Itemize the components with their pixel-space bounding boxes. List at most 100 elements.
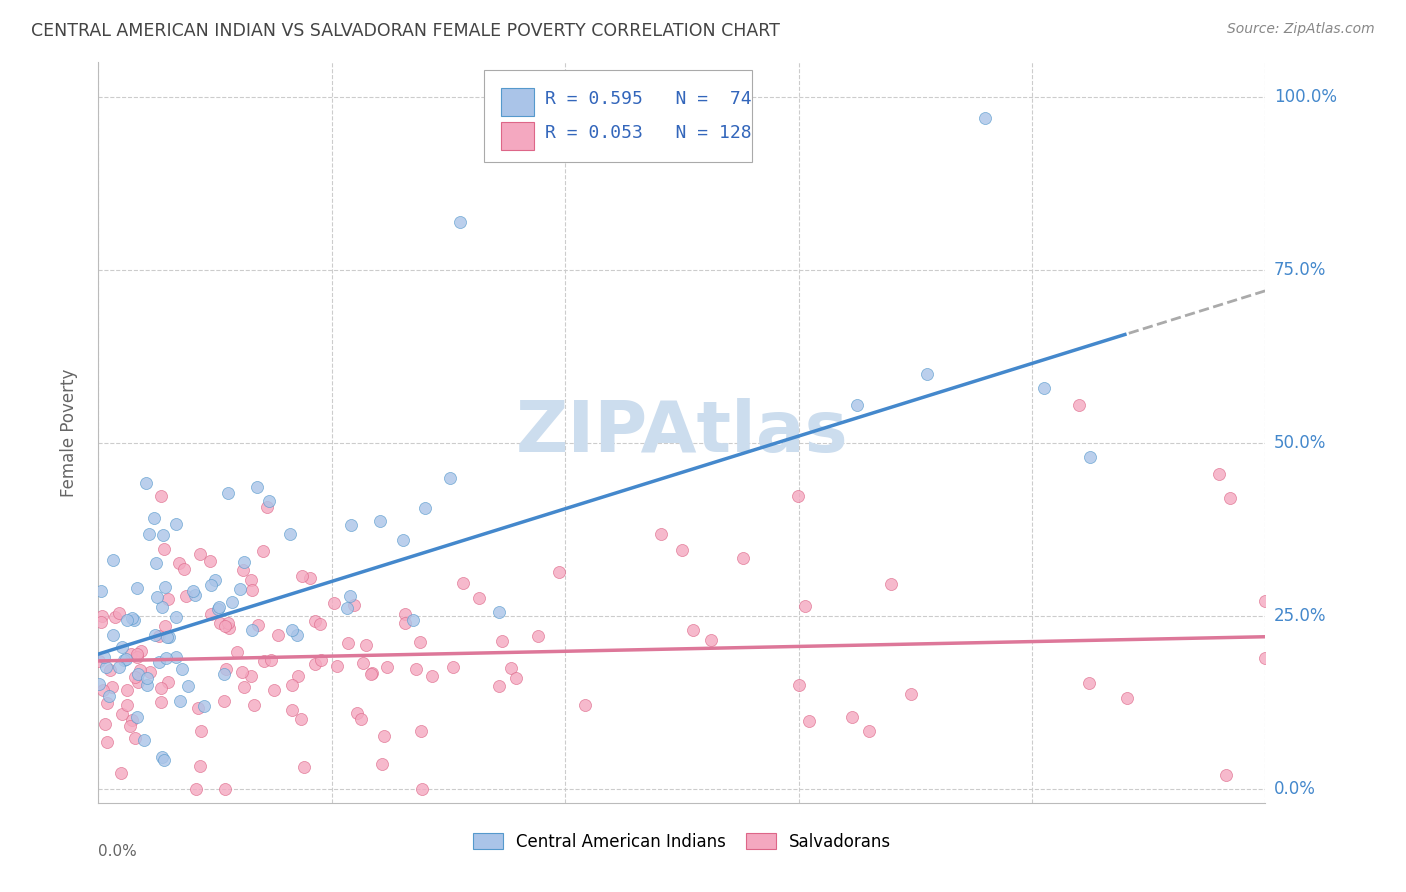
Point [101, 628, 124, 642]
Point [352, 656, 374, 670]
Text: 50.0%: 50.0% [1274, 434, 1326, 452]
Point [115, 613, 138, 627]
Point [287, 669, 309, 683]
Point [111, 706, 134, 721]
Point [193, 699, 215, 714]
Text: 100.0%: 100.0% [1274, 88, 1337, 106]
Point [115, 652, 138, 666]
Point [240, 668, 263, 682]
Text: R = 0.053   N = 128: R = 0.053 N = 128 [546, 124, 752, 142]
Point [787, 678, 810, 692]
Point [841, 710, 863, 724]
Point [218, 621, 240, 635]
Text: R = 0.595   N =  74: R = 0.595 N = 74 [546, 90, 752, 109]
Point [413, 501, 436, 516]
Point [188, 759, 211, 773]
Point [346, 706, 368, 720]
Point [190, 723, 212, 738]
Point [166, 649, 188, 664]
Point [170, 662, 193, 676]
Point [263, 683, 285, 698]
Point [1116, 691, 1139, 706]
Point [1078, 676, 1101, 690]
Point [1219, 491, 1241, 506]
Point [394, 607, 416, 622]
Point [267, 627, 290, 641]
Point [650, 526, 672, 541]
Point [278, 527, 301, 541]
Point [411, 724, 433, 739]
FancyBboxPatch shape [501, 88, 534, 117]
Point [304, 614, 326, 628]
Point [308, 616, 330, 631]
Point [96, 697, 118, 711]
FancyBboxPatch shape [501, 121, 534, 150]
Point [501, 661, 523, 675]
Point [1254, 594, 1277, 608]
Point [373, 729, 395, 743]
Point [232, 563, 254, 577]
Point [900, 687, 922, 701]
Point [240, 582, 263, 597]
Point [97, 689, 120, 703]
Text: ZIPAtlas: ZIPAtlas [516, 398, 848, 467]
Point [124, 731, 146, 746]
Point [104, 610, 127, 624]
Point [1080, 450, 1102, 464]
Point [217, 485, 239, 500]
Point [226, 645, 249, 659]
Point [157, 630, 180, 644]
Point [143, 510, 166, 524]
Point [394, 616, 416, 631]
Point [309, 653, 332, 667]
Point [135, 475, 157, 490]
Point [794, 599, 817, 613]
Point [148, 630, 170, 644]
Point [449, 214, 471, 228]
Point [323, 596, 346, 610]
Point [879, 576, 901, 591]
Point [339, 590, 361, 604]
Point [915, 367, 938, 381]
Point [108, 607, 131, 621]
Point [148, 655, 170, 669]
Point [87, 676, 110, 690]
Point [240, 573, 263, 587]
Point [127, 675, 149, 690]
Point [405, 662, 427, 676]
Point [122, 613, 145, 627]
Point [231, 665, 253, 680]
Point [574, 698, 596, 713]
Point [337, 636, 360, 650]
Point [360, 665, 382, 680]
Point [111, 640, 134, 655]
Point [153, 580, 176, 594]
Point [505, 671, 527, 685]
Point [136, 678, 159, 692]
Point [846, 398, 869, 412]
Point [90, 584, 112, 599]
Point [94, 659, 117, 673]
Point [98, 663, 121, 677]
Point [253, 654, 276, 668]
Text: 25.0%: 25.0% [1274, 607, 1326, 625]
Point [165, 610, 187, 624]
Point [548, 565, 571, 579]
Point [682, 623, 704, 637]
Point [221, 594, 243, 608]
Point [153, 619, 176, 633]
Point [124, 670, 146, 684]
Point [120, 647, 142, 661]
Point [368, 514, 391, 528]
Point [110, 766, 132, 780]
Point [420, 669, 443, 683]
Point [121, 610, 143, 624]
Point [125, 649, 148, 664]
Point [252, 544, 274, 558]
Point [233, 680, 256, 694]
Point [115, 698, 138, 713]
Point [146, 590, 169, 604]
Point [127, 647, 149, 661]
Point [402, 613, 425, 627]
Point [700, 633, 723, 648]
